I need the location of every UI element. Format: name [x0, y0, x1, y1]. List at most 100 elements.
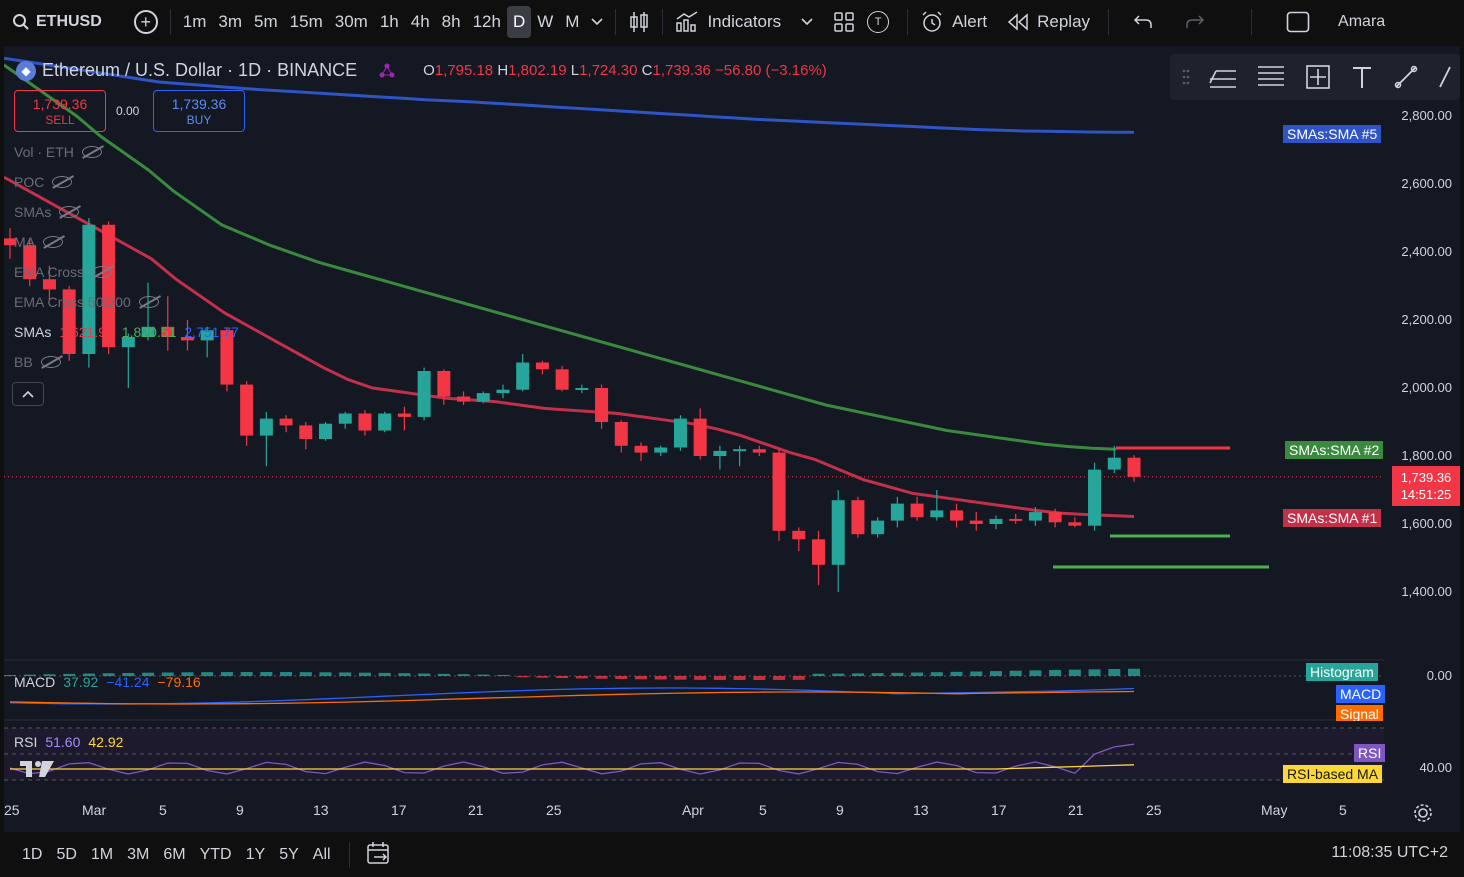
indicator-row-3[interactable]: MA	[14, 234, 63, 250]
hidden-eye-icon[interactable]	[81, 146, 102, 158]
bull-candle	[319, 423, 333, 439]
sma1-tag[interactable]: SMAs:SMA #1	[1283, 509, 1382, 527]
rewind-icon	[1007, 13, 1028, 31]
timeframe-12h[interactable]: 12h	[472, 12, 501, 31]
range-5Y[interactable]: 5Y	[279, 845, 299, 863]
indicator-row-4[interactable]: EMA Cross	[14, 264, 113, 280]
time-axis[interactable]: 25 Mar 5 9 13 17 21 25 Apr 5 9 13 17 21 25 May 5	[4, 798, 1384, 832]
price-chart[interactable]	[4, 46, 1384, 832]
timeframe-W[interactable]: W	[537, 12, 554, 31]
timeframe-4h[interactable]: 4h	[410, 12, 430, 31]
tradingview-logo[interactable]	[18, 758, 58, 780]
sell-button[interactable]: 1,739.36 SELL	[14, 90, 106, 132]
indicators-label: Indicators	[707, 12, 782, 31]
timeframe-5m[interactable]: 5m	[254, 12, 278, 31]
macd-tag[interactable]: MACD	[1336, 685, 1386, 703]
range-1M[interactable]: 1M	[90, 845, 114, 863]
range-6M[interactable]: 6M	[163, 845, 186, 863]
timeframe-30m[interactable]: 30m	[334, 12, 368, 31]
indicator-row-2[interactable]: SMAs	[14, 204, 80, 220]
macd-label: MACD	[14, 674, 56, 690]
undo-button[interactable]	[1127, 6, 1159, 38]
chart-pane[interactable]: 2,800.00 2,600.00 2,400.00 2,200.00 2,000.00…	[4, 46, 1460, 832]
price-axis[interactable]: 2,800.00 2,600.00 2,400.00 2,200.00 2,000.00…	[1384, 46, 1460, 832]
macd-histogram-bar	[437, 673, 450, 676]
bear-candle	[950, 510, 964, 521]
range-1Y[interactable]: 1Y	[245, 845, 266, 863]
range-3M[interactable]: 3M	[127, 845, 150, 863]
layouts-button[interactable]	[827, 6, 861, 38]
compare-symbol-button[interactable]: +	[128, 6, 164, 38]
drag-handle-icon[interactable]	[1182, 68, 1190, 86]
user-name[interactable]: Amara	[1338, 13, 1386, 30]
data-source-icon[interactable]	[379, 63, 395, 79]
rsi-tag[interactable]: RSI	[1354, 744, 1386, 762]
hidden-eye-icon[interactable]	[92, 266, 113, 278]
bear-candle	[772, 452, 786, 531]
indicator-row-6[interactable]: BB	[14, 354, 61, 370]
bull-candle	[989, 518, 1003, 524]
bear-candle	[180, 337, 194, 341]
timeframe-dropdown-button[interactable]	[585, 6, 609, 38]
chevron-down-icon	[801, 18, 813, 26]
measure-icon[interactable]	[1304, 63, 1332, 91]
collapse-legend-button[interactable]	[12, 382, 44, 406]
range-1D[interactable]: 1D	[22, 845, 43, 863]
drawing-toolbar	[1170, 54, 1460, 100]
rsi-ma-tag[interactable]: RSI-based MA	[1283, 765, 1383, 783]
sma5-value: 2,751.77	[184, 324, 239, 340]
timeframe-15m[interactable]: 15m	[289, 12, 323, 31]
macd-signal-value: −79.16	[157, 674, 201, 690]
indicator-row-0[interactable]: Vol · ETH	[14, 144, 102, 160]
fullscreen-button[interactable]	[1280, 6, 1316, 38]
histogram-tag[interactable]: Histogram	[1306, 663, 1378, 681]
sma5-tag[interactable]: SMAs:SMA #5	[1283, 125, 1382, 143]
clock[interactable]: 11:08:35 UTC+2	[1331, 844, 1448, 861]
redo-button[interactable]	[1179, 6, 1211, 38]
pencil-icon[interactable]	[1438, 63, 1452, 91]
timeframe-M[interactable]: M	[565, 12, 580, 31]
range-All[interactable]: All	[312, 845, 331, 863]
alert-button[interactable]: Alert	[914, 6, 993, 38]
hidden-eye-icon[interactable]	[40, 356, 61, 368]
trend-lines-icon[interactable]	[1208, 63, 1238, 91]
time-tick: 17	[991, 802, 1007, 818]
chart-type-button[interactable]	[622, 6, 656, 38]
symbol-search-button[interactable]: ETHUSD	[0, 6, 108, 38]
macd-histogram-bar	[989, 671, 1002, 676]
timeframe-8h[interactable]: 8h	[441, 12, 461, 31]
hidden-eye-icon[interactable]	[43, 236, 63, 248]
buy-button[interactable]: 1,739.36 BUY	[153, 90, 245, 132]
timeframe-D[interactable]: D	[506, 6, 532, 38]
timeframe-3m[interactable]: 3m	[218, 12, 243, 31]
rsi-legend[interactable]: RSI 51.60 42.92	[14, 734, 123, 750]
signal-tag[interactable]: Signal	[1336, 705, 1383, 721]
bear-candle	[555, 369, 569, 390]
timeframe-1m[interactable]: 1m	[182, 12, 207, 31]
bear-candle	[4, 238, 17, 246]
date-range-button[interactable]	[366, 841, 392, 869]
bear-candle	[62, 289, 76, 354]
indicators-button[interactable]: Indicators	[669, 6, 787, 38]
hidden-eye-icon[interactable]	[52, 176, 73, 188]
macd-histogram-bar	[319, 672, 332, 676]
hidden-eye-icon[interactable]	[138, 296, 159, 308]
timeframe-1h[interactable]: 1h	[379, 12, 399, 31]
sma2-tag[interactable]: SMAs:SMA #2	[1285, 441, 1384, 459]
indicator-templates-button[interactable]: T	[861, 6, 895, 38]
hidden-eye-icon[interactable]	[59, 206, 80, 218]
text-tool-icon[interactable]	[1350, 63, 1374, 91]
smas-legend-row[interactable]: SMAs 1,621.95 1,820.51 2,751.77	[14, 324, 239, 340]
range-5D[interactable]: 5D	[56, 845, 77, 863]
chart-settings-button[interactable]	[1412, 802, 1434, 828]
macd-legend[interactable]: MACD 37.92 −41.24 −79.16	[14, 674, 201, 690]
range-YTD[interactable]: YTD	[199, 845, 232, 863]
replay-button[interactable]: Replay	[1001, 6, 1096, 38]
macd-histogram-bar	[516, 676, 529, 678]
indicators-dropdown-button[interactable]	[795, 6, 819, 38]
fib-retracement-icon[interactable]	[1256, 63, 1286, 91]
symbol-title[interactable]: Ethereum / U.S. Dollar · 1D · BINANCE	[42, 60, 358, 80]
brush-icon[interactable]	[1392, 63, 1420, 91]
indicator-row-5[interactable]: EMA Cross 50/200	[14, 294, 159, 310]
indicator-row-1[interactable]: POC	[14, 174, 73, 190]
